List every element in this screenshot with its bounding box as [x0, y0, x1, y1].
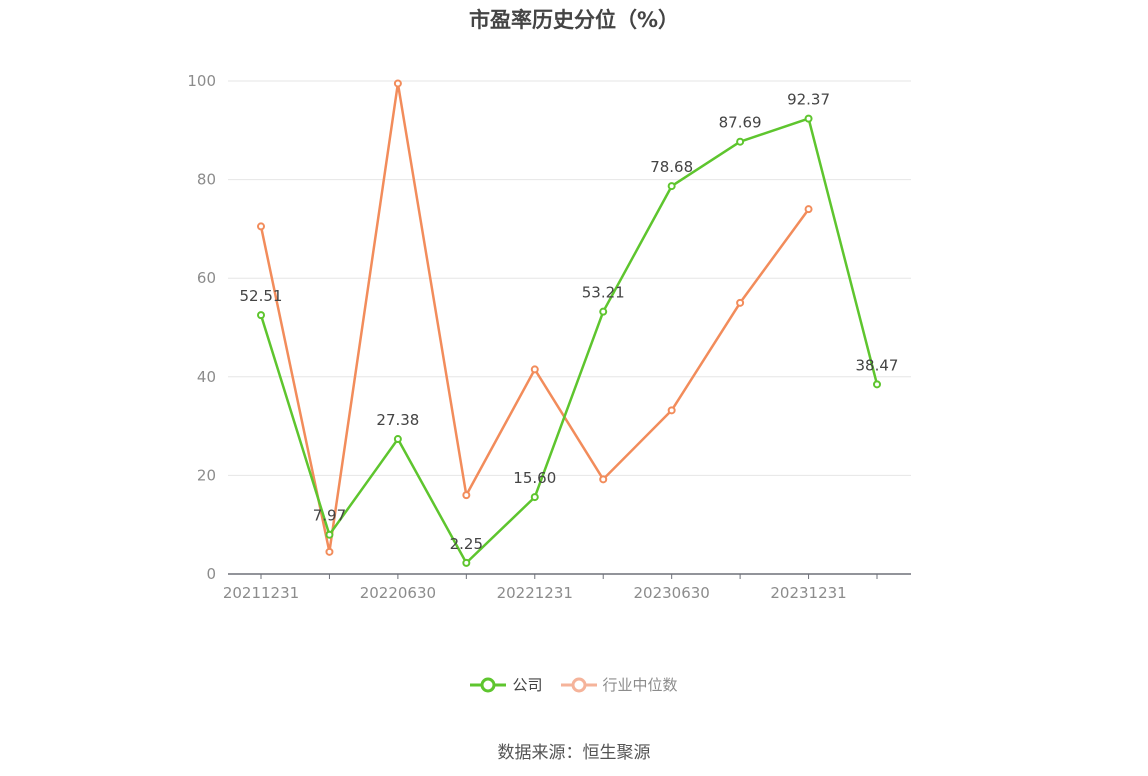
data-point-industry-median: [257, 222, 265, 231]
data-point-company: [325, 530, 334, 539]
data-point-company: [393, 435, 402, 444]
data-label: 52.51: [240, 287, 283, 305]
legend: 公司 行业中位数: [0, 674, 1148, 695]
chart-title: 市盈率历史分位（%）: [468, 8, 680, 32]
y-tick-label: 40: [197, 368, 216, 386]
data-point-company: [667, 182, 676, 191]
data-point-company: [804, 114, 813, 123]
legend-item-industry-median[interactable]: 行业中位数: [560, 674, 678, 695]
series-line-company: [259, 117, 879, 565]
data-label: 38.47: [856, 356, 899, 374]
data-label: 2.25: [450, 535, 483, 553]
data-point-company: [530, 493, 539, 502]
data-point-industry-median: [393, 79, 402, 88]
y-tick-label: 20: [197, 466, 216, 484]
data-point-industry-median: [599, 475, 608, 484]
data-point-company: [462, 558, 471, 567]
data-label: 87.69: [719, 114, 762, 132]
x-tick-label: 20230630: [633, 584, 709, 602]
chart-plot: 0 20 40 60 80 100 20211231 20220630 20221231 2023…: [187, 72, 911, 602]
data-label: 53.21: [582, 284, 625, 302]
data-label: 92.37: [787, 91, 830, 109]
legend-marker-company: [470, 677, 507, 692]
x-tick-label: 20231231: [770, 584, 846, 602]
data-point-industry-median: [462, 491, 471, 500]
data-label: 27.38: [376, 411, 419, 429]
y-tick-label: 60: [197, 269, 216, 287]
x-tick-label: 20221231: [497, 584, 573, 602]
data-point-industry-median: [667, 406, 676, 415]
legend-marker-industry-median: [560, 677, 597, 692]
data-point-industry-median: [736, 298, 745, 307]
legend-item-company[interactable]: 公司: [470, 674, 543, 695]
data-label: 15.60: [513, 469, 556, 487]
series: [257, 79, 881, 567]
data-label: 78.68: [650, 158, 693, 176]
data-labels: 52.51 7.97 27.38 2.25 15.60 53.21 78.68 87.69 92…: [240, 91, 899, 553]
grid-lines: [228, 80, 911, 476]
legend-label-company: 公司: [512, 676, 543, 694]
data-point-company: [257, 311, 265, 320]
data-point-industry-median: [530, 365, 539, 374]
legend-label-industry-median: 行业中位数: [602, 676, 678, 694]
y-tick-label: 100: [187, 72, 216, 90]
data-source-note: 数据来源：恒生聚源: [497, 743, 651, 763]
data-point-industry-median: [804, 205, 813, 214]
y-tick-label: 0: [206, 565, 216, 583]
data-point-company: [736, 137, 745, 146]
data-point-industry-median: [325, 547, 334, 556]
data-point-company: [599, 307, 608, 316]
data-label: 7.97: [313, 507, 346, 525]
y-tick-label: 80: [197, 171, 216, 189]
axes: 0 20 40 60 80 100 20211231 20220630 20221231 2023…: [187, 72, 911, 602]
x-tick-label: 20211231: [223, 584, 299, 602]
x-tick-label: 20220630: [360, 584, 436, 602]
data-point-company: [873, 380, 881, 389]
